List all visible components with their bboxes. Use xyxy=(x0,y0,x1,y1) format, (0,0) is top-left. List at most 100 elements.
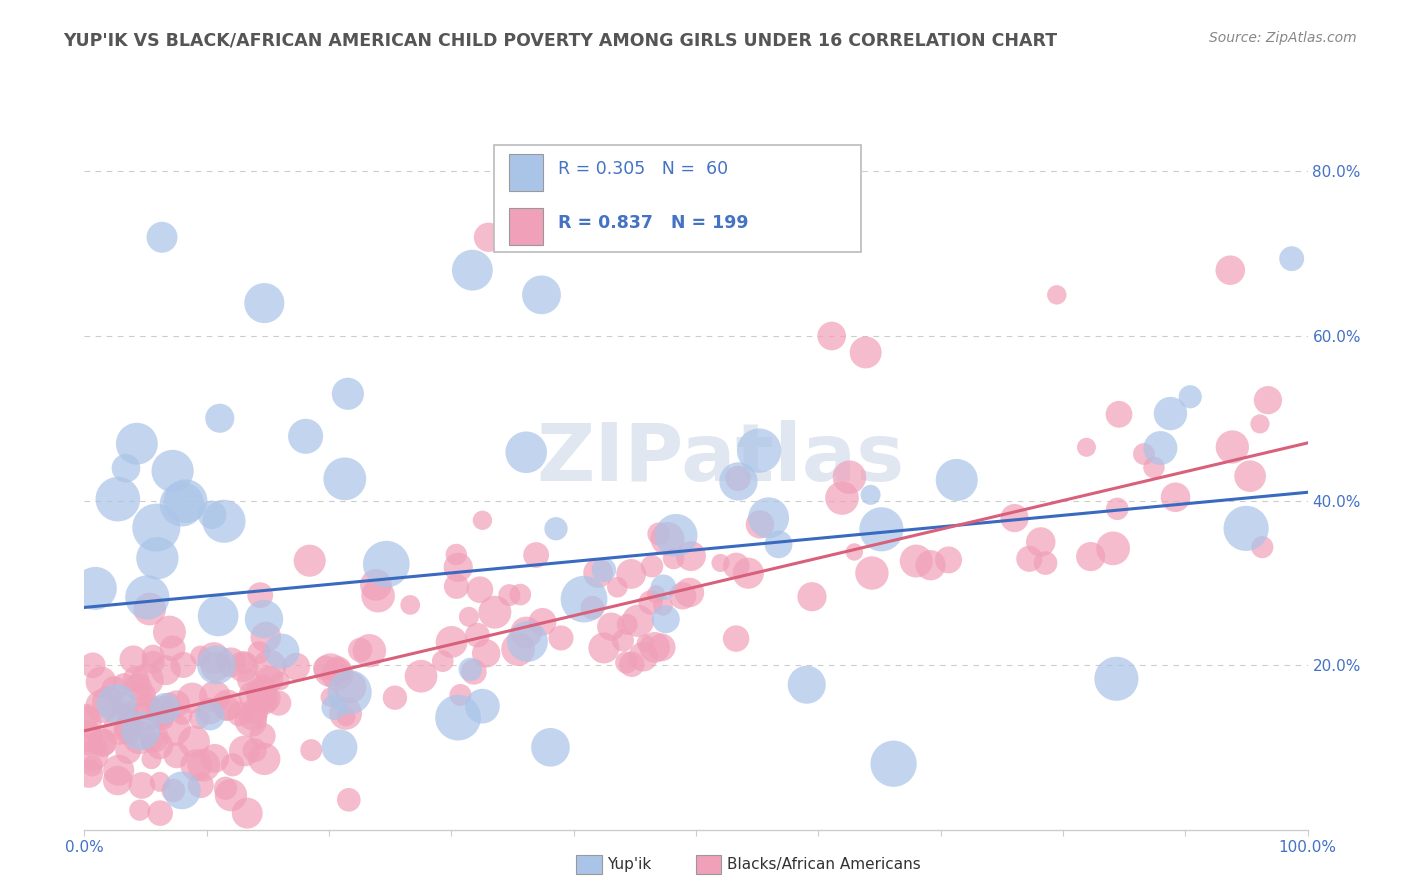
Point xyxy=(335,706,357,721)
Point xyxy=(1251,540,1274,554)
Point xyxy=(208,411,231,425)
Point xyxy=(131,779,153,793)
Point xyxy=(127,680,149,694)
Point xyxy=(1220,440,1243,454)
Point xyxy=(172,707,194,722)
Point xyxy=(644,640,666,655)
Point xyxy=(170,497,193,511)
Point xyxy=(267,696,290,710)
Point xyxy=(593,640,616,655)
Point xyxy=(737,566,759,581)
Point xyxy=(367,589,389,603)
Point xyxy=(128,731,150,745)
Point xyxy=(349,643,371,657)
Point xyxy=(107,773,129,788)
Point xyxy=(91,699,114,714)
Point xyxy=(259,673,281,687)
Point xyxy=(86,738,108,752)
Point xyxy=(181,690,204,705)
Point xyxy=(326,663,349,677)
Text: R = 0.305   N =  60: R = 0.305 N = 60 xyxy=(558,160,728,178)
Point xyxy=(748,517,770,532)
Point xyxy=(219,656,242,670)
Point xyxy=(461,263,484,277)
Point xyxy=(243,743,266,757)
Point xyxy=(477,230,499,244)
Point xyxy=(242,689,264,703)
Point xyxy=(254,630,277,644)
Point xyxy=(679,549,702,563)
Point xyxy=(253,612,276,626)
Point xyxy=(727,475,749,489)
Point xyxy=(107,492,129,507)
Point xyxy=(844,545,866,559)
Point xyxy=(1029,535,1052,549)
Text: R = 0.837   N = 199: R = 0.837 N = 199 xyxy=(558,213,748,232)
Point xyxy=(172,657,194,672)
Point xyxy=(531,615,554,629)
Point xyxy=(163,723,186,737)
Point xyxy=(247,646,270,660)
Point xyxy=(1046,288,1069,302)
Bar xyxy=(509,154,543,191)
Point xyxy=(515,445,537,459)
Point xyxy=(323,700,346,714)
Point xyxy=(471,513,494,527)
Point xyxy=(136,673,159,687)
Point xyxy=(105,697,128,711)
Point xyxy=(219,788,242,802)
Text: Source: ZipAtlas.com: Source: ZipAtlas.com xyxy=(1209,31,1357,45)
Point xyxy=(540,740,562,755)
Point xyxy=(82,658,104,673)
Point xyxy=(253,296,276,310)
Point xyxy=(860,566,883,580)
Point xyxy=(149,705,172,719)
Point xyxy=(905,554,928,568)
Point xyxy=(530,288,553,302)
Point xyxy=(1080,549,1102,564)
Point xyxy=(678,585,700,599)
Point xyxy=(471,699,494,714)
Point xyxy=(1249,417,1271,431)
Point xyxy=(157,697,180,711)
Point xyxy=(1035,556,1057,570)
Point xyxy=(796,678,818,692)
Text: ZIPatlas: ZIPatlas xyxy=(536,420,904,499)
Point xyxy=(945,473,967,487)
Point xyxy=(1149,441,1171,455)
Point xyxy=(269,674,291,689)
Point xyxy=(319,663,342,677)
Point xyxy=(188,648,211,663)
Point xyxy=(215,701,238,715)
Point xyxy=(337,793,360,807)
Point xyxy=(672,589,695,603)
Y-axis label: Child Poverty Among Girls Under 16: Child Poverty Among Girls Under 16 xyxy=(0,322,7,597)
Point xyxy=(328,740,350,755)
Point xyxy=(82,748,104,763)
Point xyxy=(242,709,264,723)
Point xyxy=(399,598,422,612)
Point xyxy=(139,735,162,749)
Point xyxy=(207,609,229,624)
Point xyxy=(117,720,139,734)
Point xyxy=(1239,469,1261,483)
Point xyxy=(508,642,530,657)
Point xyxy=(270,644,292,658)
Point xyxy=(285,659,308,673)
Point xyxy=(145,521,167,535)
Point xyxy=(228,706,250,721)
Point xyxy=(153,701,176,715)
Point xyxy=(709,556,731,570)
Point xyxy=(201,508,224,522)
Point xyxy=(139,706,162,721)
Point xyxy=(748,443,770,458)
Point xyxy=(233,744,256,758)
Point xyxy=(467,628,489,642)
Point xyxy=(107,764,129,778)
Point xyxy=(198,708,221,723)
Point xyxy=(162,783,184,797)
Point xyxy=(449,688,471,702)
Point xyxy=(93,735,115,749)
Point xyxy=(648,527,671,541)
Point xyxy=(174,494,197,508)
